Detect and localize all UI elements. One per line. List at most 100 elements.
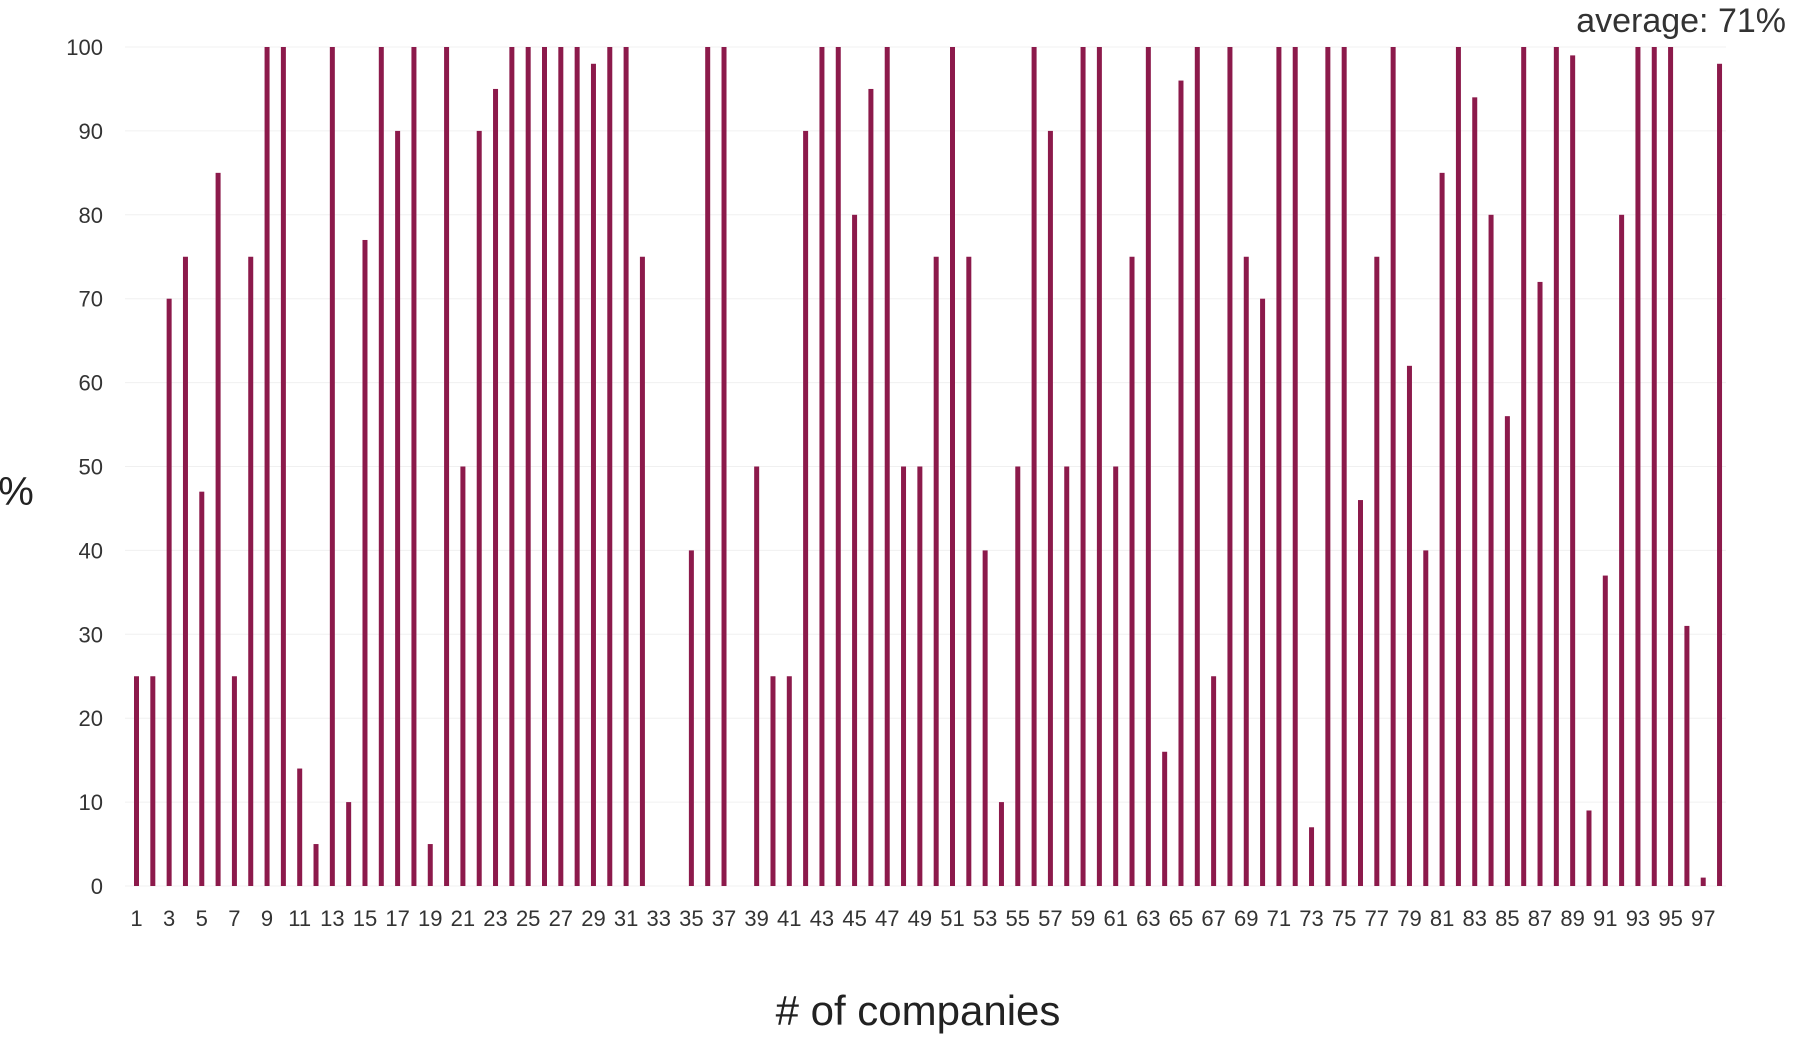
bar-80 xyxy=(1423,550,1429,886)
x-tick-label: 87 xyxy=(1528,906,1552,931)
bar-36 xyxy=(705,47,711,886)
bar-44 xyxy=(835,47,841,886)
x-axis-title: # of companies xyxy=(776,987,1061,1034)
x-tick-label: 45 xyxy=(842,906,866,931)
bar-60 xyxy=(1096,47,1102,886)
x-tick-label: 51 xyxy=(940,906,964,931)
bar-75 xyxy=(1341,47,1347,886)
y-axis-ticks: 0 10 20 30 40 50 60 70 80 90 100 xyxy=(66,35,103,899)
bar-90 xyxy=(1586,810,1592,886)
bar-28 xyxy=(574,47,580,886)
bar-55 xyxy=(1015,466,1021,886)
x-tick-label: 75 xyxy=(1332,906,1356,931)
bar-8 xyxy=(248,256,254,886)
bar-65 xyxy=(1178,80,1184,886)
x-tick-label: 27 xyxy=(549,906,573,931)
x-tick-label: 61 xyxy=(1103,906,1127,931)
y-tick-label: 80 xyxy=(79,203,103,228)
bar-14 xyxy=(346,802,352,886)
bar-74 xyxy=(1325,47,1331,886)
bar-35 xyxy=(688,550,694,886)
bar-82 xyxy=(1455,47,1461,886)
bar-70 xyxy=(1260,298,1266,886)
bar-17 xyxy=(395,130,401,886)
bar-56 xyxy=(1031,47,1037,886)
bar-61 xyxy=(1113,466,1119,886)
bar-88 xyxy=(1553,47,1559,886)
bar-47 xyxy=(884,47,890,886)
bar-93 xyxy=(1635,47,1641,886)
y-tick-label: 20 xyxy=(79,706,103,731)
bar-24 xyxy=(509,47,515,886)
x-tick-label: 3 xyxy=(163,906,175,931)
bar-78 xyxy=(1390,47,1396,886)
x-tick-label: 57 xyxy=(1038,906,1062,931)
y-tick-label: 50 xyxy=(79,455,103,480)
x-tick-label: 59 xyxy=(1071,906,1095,931)
x-tick-label: 89 xyxy=(1560,906,1584,931)
x-tick-label: 1 xyxy=(130,906,142,931)
x-tick-label: 35 xyxy=(679,906,703,931)
bar-96 xyxy=(1684,625,1690,886)
bar-77 xyxy=(1374,256,1380,886)
bar-59 xyxy=(1080,47,1086,886)
y-axis-title: % xyxy=(0,470,34,514)
bar-16 xyxy=(378,47,384,886)
y-tick-label: 90 xyxy=(79,119,103,144)
x-tick-label: 43 xyxy=(810,906,834,931)
x-tick-label: 67 xyxy=(1201,906,1225,931)
x-tick-label: 11 xyxy=(288,906,311,931)
bar-69 xyxy=(1243,256,1249,886)
bar-4 xyxy=(182,256,188,886)
bar-5 xyxy=(199,491,205,886)
x-tick-label: 73 xyxy=(1299,906,1323,931)
x-tick-label: 91 xyxy=(1593,906,1617,931)
average-annotation: average: 71% xyxy=(1576,2,1786,40)
bar-18 xyxy=(411,47,417,886)
x-tick-label: 39 xyxy=(744,906,768,931)
x-tick-label: 9 xyxy=(261,906,273,931)
x-tick-label: 95 xyxy=(1658,906,1682,931)
x-tick-label: 31 xyxy=(614,906,638,931)
bar-43 xyxy=(819,47,825,886)
x-tick-label: 33 xyxy=(646,906,670,931)
x-tick-label: 21 xyxy=(451,906,475,931)
bar-51 xyxy=(950,47,955,886)
bar-92 xyxy=(1619,214,1625,887)
bar-79 xyxy=(1406,365,1412,886)
x-tick-label: 53 xyxy=(973,906,997,931)
bar-13 xyxy=(329,47,335,886)
y-tick-label: 100 xyxy=(66,35,103,60)
y-tick-label: 70 xyxy=(79,287,103,312)
bar-32 xyxy=(639,256,645,886)
bar-52 xyxy=(966,256,972,886)
bar-50 xyxy=(933,256,939,886)
y-tick-label: 40 xyxy=(79,538,103,563)
x-tick-label: 29 xyxy=(581,906,605,931)
x-tick-label: 49 xyxy=(908,906,932,931)
bar-91 xyxy=(1602,575,1608,886)
bar-64 xyxy=(1162,751,1168,886)
bar-45 xyxy=(852,214,858,887)
x-tick-label: 79 xyxy=(1397,906,1421,931)
bar-23 xyxy=(493,88,499,886)
bar-89 xyxy=(1570,55,1576,886)
bar-73 xyxy=(1309,827,1315,886)
bar-3 xyxy=(166,298,172,886)
bar-98 xyxy=(1717,63,1723,886)
bar-67 xyxy=(1211,676,1217,886)
bar-71 xyxy=(1276,47,1282,886)
bar-30 xyxy=(607,47,613,886)
bar-68 xyxy=(1227,47,1233,886)
bar-87 xyxy=(1537,281,1543,886)
y-tick-label: 0 xyxy=(91,874,103,899)
bar-9 xyxy=(264,47,270,886)
bar-53 xyxy=(982,550,988,886)
bar-15 xyxy=(362,239,368,887)
x-tick-label: 17 xyxy=(385,906,409,931)
bar-97 xyxy=(1700,877,1706,886)
y-tick-label: 10 xyxy=(79,790,103,815)
bar-20 xyxy=(444,47,450,886)
x-tick-label: 7 xyxy=(228,906,240,931)
